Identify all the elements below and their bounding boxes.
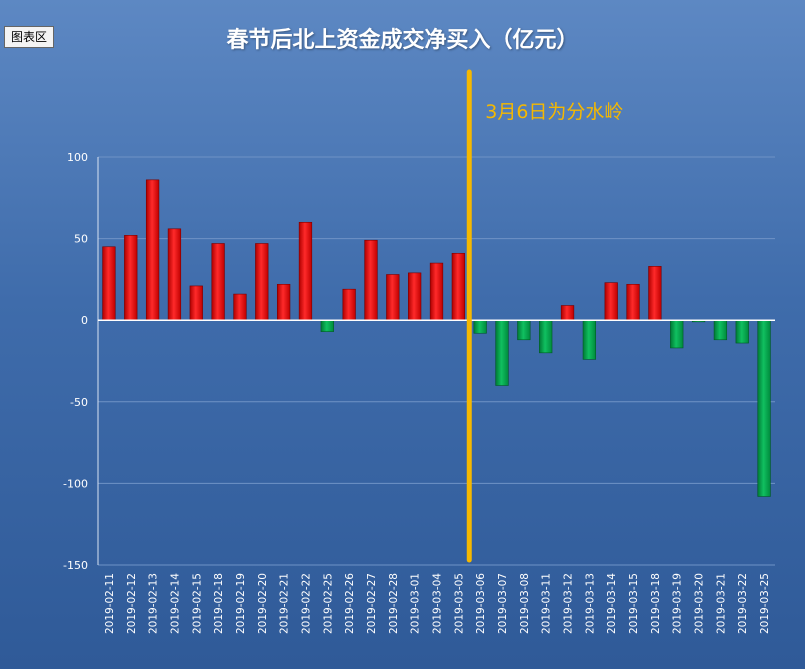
x-tick-label: 2019-02-18: [213, 573, 225, 634]
x-tick-label: 2019-02-22: [300, 573, 312, 634]
x-tick-label: 2019-02-26: [344, 573, 356, 634]
x-tick-label: 2019-03-21: [715, 573, 727, 634]
bar-positive: [211, 243, 225, 321]
x-tick-label: 2019-02-11: [104, 573, 116, 634]
x-tick-label: 2019-02-12: [126, 573, 138, 634]
bar-positive: [167, 228, 182, 321]
x-tick-label: 2019-03-25: [759, 573, 771, 634]
bar-positive: [408, 272, 422, 321]
x-tick-label: 2019-03-22: [737, 573, 749, 634]
x-tick-label: 2019-03-12: [563, 573, 575, 634]
x-tick-label: 2019-02-27: [366, 573, 378, 634]
x-tick-label: 2019-03-06: [475, 573, 487, 634]
bar-positive: [298, 221, 313, 321]
chart-title: 春节后北上资金成交净买入（亿元）: [226, 28, 579, 53]
bar-positive: [102, 246, 116, 321]
bar-positive: [364, 239, 378, 321]
y-tick-label: 100: [67, 151, 88, 164]
y-tick-label: -50: [70, 396, 88, 409]
bar-positive: [626, 283, 640, 321]
x-tick-label: 2019-03-18: [650, 573, 662, 634]
bar-positive: [451, 252, 465, 321]
bar-positive: [386, 274, 400, 321]
x-tick-label: 2019-02-21: [279, 573, 291, 634]
x-tick-label: 2019-02-19: [235, 573, 247, 634]
x-tick-label: 2019-03-19: [672, 573, 684, 634]
bar-positive: [604, 282, 618, 321]
y-tick-label: -100: [63, 477, 88, 490]
bar-positive: [124, 235, 138, 321]
bar-negative: [539, 319, 553, 354]
chart-area-tag[interactable]: 图表区: [4, 26, 55, 48]
x-tick-label: 2019-02-20: [257, 573, 269, 634]
x-tick-label: 2019-03-04: [432, 573, 444, 634]
y-tick-label: 0: [81, 314, 88, 327]
divider-annotation: 3月6日为分水岭: [485, 101, 623, 123]
bar-negative: [320, 319, 334, 332]
x-tick-label: 2019-03-08: [519, 573, 531, 634]
x-tick-label: 2019-03-11: [541, 573, 553, 634]
x-tick-label: 2019-03-20: [694, 573, 706, 634]
x-tick-label: 2019-02-15: [191, 573, 203, 634]
x-tick-label: 2019-03-01: [410, 573, 422, 634]
bar-positive: [276, 283, 291, 321]
bar-negative: [582, 319, 597, 360]
x-tick-label: 2019-02-13: [148, 573, 160, 634]
y-tick-label: -150: [63, 559, 88, 572]
x-tick-label: 2019-02-25: [322, 573, 334, 634]
bar-positive: [233, 293, 247, 321]
bar-positive: [255, 243, 269, 321]
bar-negative: [735, 319, 749, 344]
bar-negative: [713, 319, 728, 341]
bar-negative: [757, 319, 771, 497]
bar-positive: [429, 262, 444, 321]
bar-positive: [342, 288, 356, 321]
bar-positive: [648, 266, 662, 321]
x-tick-label: 2019-02-14: [169, 573, 181, 634]
x-tick-label: 2019-03-05: [453, 573, 465, 634]
y-tick-label: 50: [74, 233, 88, 246]
x-tick-label: 2019-03-13: [584, 573, 596, 634]
x-tick-label: 2019-02-28: [388, 573, 400, 634]
x-tick-label: 2019-03-07: [497, 573, 509, 634]
bar-negative: [670, 319, 684, 349]
bar-negative: [517, 319, 531, 341]
bar-positive: [189, 285, 203, 321]
bar-positive: [560, 305, 575, 321]
bar-negative: [473, 319, 487, 334]
bar-negative: [495, 319, 509, 386]
x-tick-label: 2019-03-15: [628, 573, 640, 634]
bar-positive: [145, 179, 160, 321]
x-tick-label: 2019-03-14: [606, 573, 618, 634]
